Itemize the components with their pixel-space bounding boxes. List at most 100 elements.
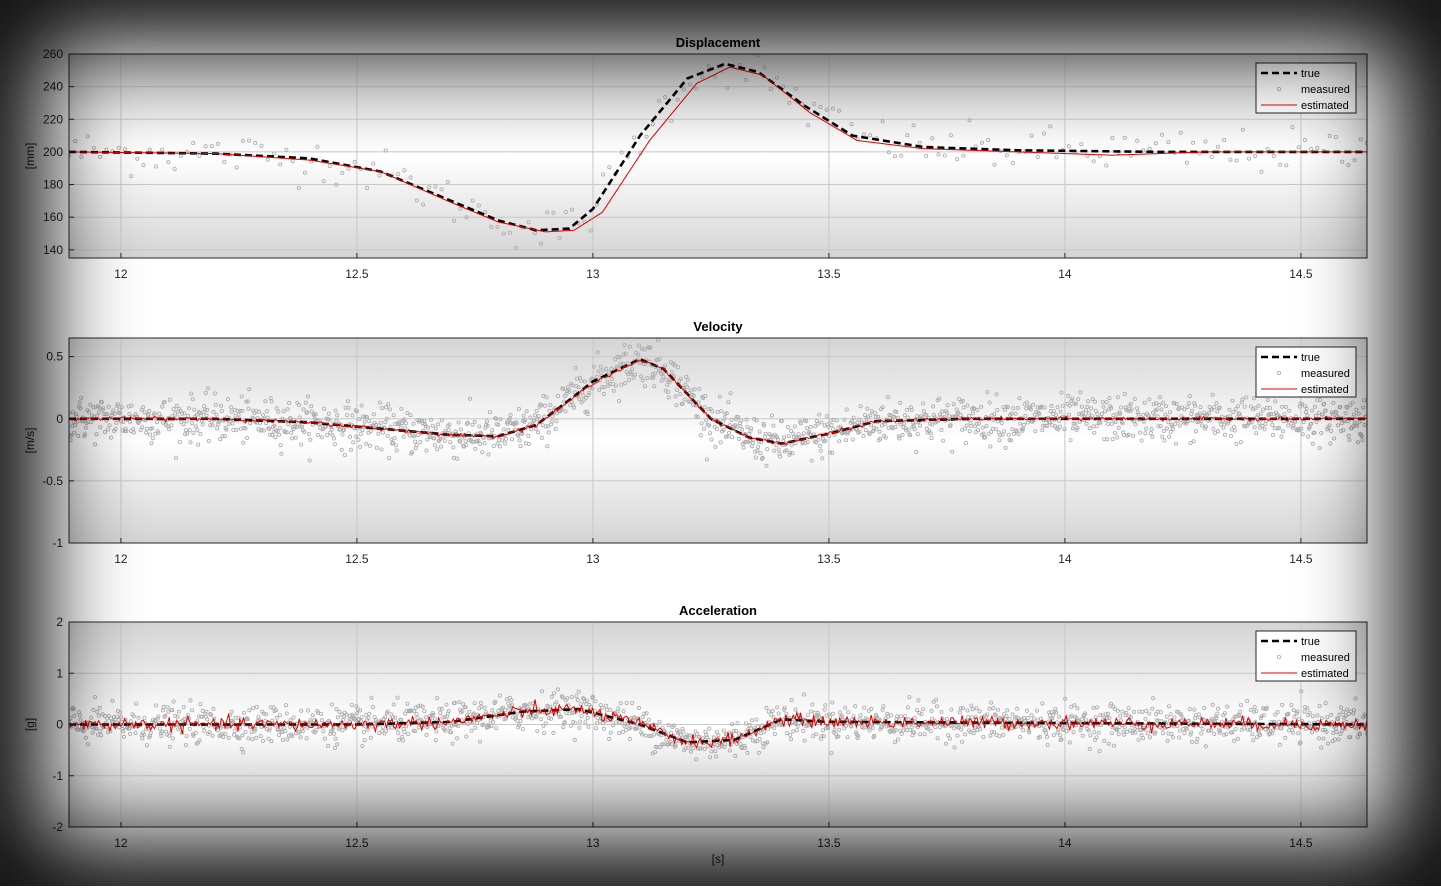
measured-point [893, 154, 898, 159]
measured-point [737, 731, 742, 736]
measured-point [1115, 728, 1120, 733]
measured-point [883, 435, 888, 440]
measured-point [341, 428, 346, 433]
measured-point [947, 423, 952, 428]
measured-point [594, 721, 599, 726]
measured-point [789, 698, 794, 703]
measured-point [884, 724, 889, 729]
measured-point [218, 437, 223, 442]
measured-point [1013, 411, 1018, 416]
measured-point [916, 698, 921, 703]
measured-point [291, 715, 296, 720]
measured-point [640, 732, 645, 737]
measured-point [669, 118, 674, 123]
measured-point [808, 709, 813, 714]
measured-point [1287, 408, 1292, 413]
measured-point [684, 374, 689, 379]
measured-point [560, 695, 565, 700]
measured-point [960, 706, 965, 711]
measured-point [372, 715, 377, 720]
measured-point [533, 413, 538, 418]
measured-point [607, 370, 612, 375]
measured-point [536, 430, 541, 435]
measured-point [1195, 736, 1200, 741]
measured-point [1047, 420, 1052, 425]
measured-point [277, 713, 282, 718]
measured-point [1215, 409, 1220, 414]
measured-point [1334, 729, 1339, 734]
measured-point [905, 133, 910, 138]
measured-point [929, 708, 934, 713]
measured-point [701, 426, 706, 431]
measured-point [518, 444, 523, 449]
measured-point [1280, 702, 1285, 707]
measured-point [534, 408, 539, 413]
measured-point [1072, 401, 1077, 406]
measured-point [184, 419, 189, 424]
measured-point [928, 729, 933, 734]
measured-point [801, 728, 806, 733]
measured-point [1359, 433, 1364, 438]
measured-point [340, 728, 345, 733]
legend-label: true [1301, 352, 1320, 364]
measured-point [1090, 397, 1095, 402]
axes-box [68, 53, 1368, 259]
measured-point [937, 412, 942, 417]
measured-point [290, 159, 295, 164]
measured-point [624, 701, 629, 706]
measured-point [153, 164, 158, 169]
measured-point [435, 447, 440, 452]
measured-point [1075, 706, 1080, 711]
measured-point [144, 426, 149, 431]
measured-point [1045, 743, 1050, 748]
measured-point [458, 206, 463, 211]
measured-point [563, 209, 568, 214]
measured-point [1232, 424, 1237, 429]
measured-point [265, 157, 270, 162]
measured-point [719, 409, 724, 414]
measured-point [124, 428, 129, 433]
measured-point [482, 705, 487, 710]
measured-point [1338, 404, 1343, 409]
measured-point [787, 452, 792, 457]
measured-point [172, 166, 177, 171]
measured-point [481, 722, 486, 727]
measured-point [1229, 433, 1234, 438]
measured-point [627, 736, 632, 741]
measured-point [198, 702, 203, 707]
measured-point [173, 713, 178, 718]
measured-point [1339, 729, 1344, 734]
measured-point [876, 414, 881, 419]
measured-point [640, 346, 645, 351]
measured-point [1158, 395, 1163, 400]
measured-point [944, 741, 949, 746]
panel-title: Velocity [693, 319, 743, 334]
measured-point [1177, 423, 1182, 428]
measured-point [1229, 730, 1234, 735]
measured-point [440, 715, 445, 720]
measured-point [544, 395, 549, 400]
measured-point [337, 709, 342, 714]
measured-point [734, 414, 739, 419]
measured-point [1025, 708, 1030, 713]
measured-point [1028, 407, 1033, 412]
measured-point [361, 414, 366, 419]
measured-point [1107, 396, 1112, 401]
measured-point [273, 708, 278, 713]
measured-point [69, 433, 74, 438]
measured-point [1141, 419, 1146, 424]
measured-point [1164, 426, 1169, 431]
measured-point [919, 712, 924, 717]
measured-point [302, 170, 307, 175]
measured-point [210, 733, 215, 738]
measured-point [1092, 730, 1097, 735]
measured-point [430, 423, 435, 428]
measured-point [250, 737, 255, 742]
measured-point [1177, 735, 1182, 740]
measured-point [167, 427, 172, 432]
measured-point [503, 716, 508, 721]
measured-point [874, 426, 879, 431]
measured-point [368, 428, 373, 433]
measured-point [588, 228, 593, 233]
measured-point [623, 721, 628, 726]
